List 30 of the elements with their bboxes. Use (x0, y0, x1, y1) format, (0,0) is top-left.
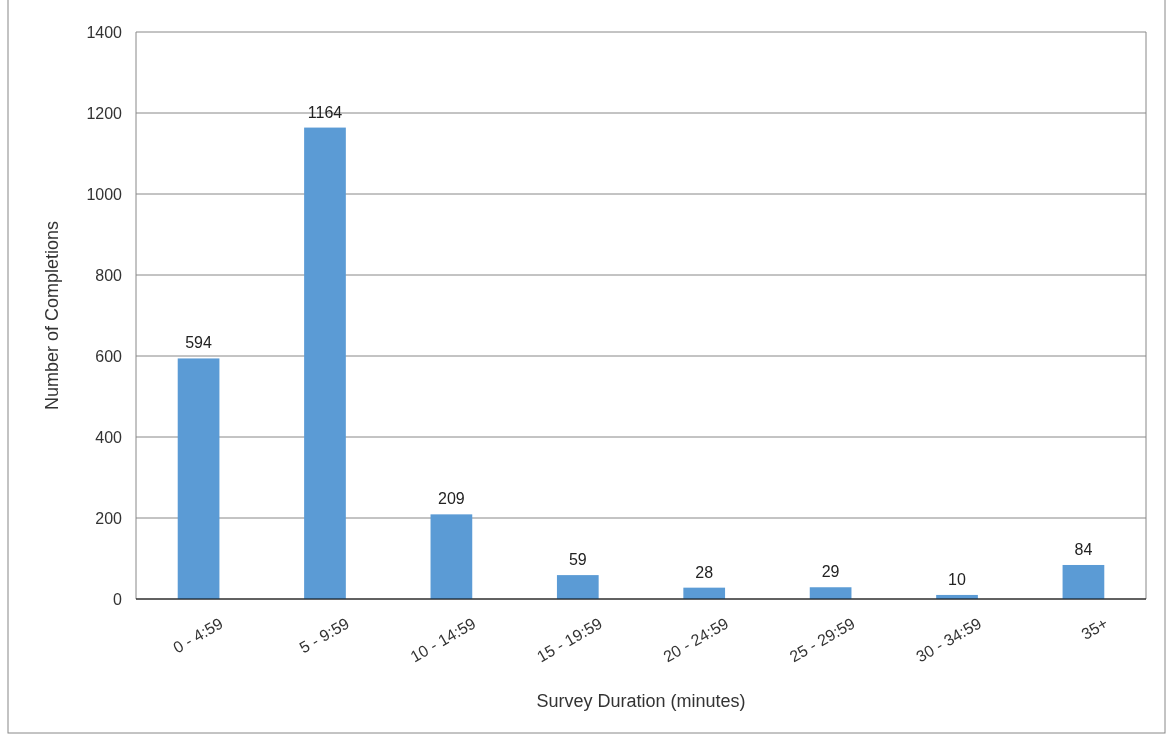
y-tick-label: 1200 (86, 104, 123, 122)
data-label: 1164 (307, 103, 343, 121)
x-tick-label: 0 - 4:59 (170, 614, 226, 657)
data-label: 594 (185, 334, 213, 352)
data-label: 59 (568, 551, 587, 569)
bar (177, 358, 220, 599)
data-label: 209 (438, 490, 465, 508)
y-tick-label: 600 (95, 347, 123, 365)
y-tick-label: 400 (95, 428, 123, 446)
data-label: 10 (948, 570, 967, 588)
data-label: 28 (695, 563, 714, 581)
y-tick-label: 1000 (86, 185, 123, 203)
x-tick-label: 35+ (1078, 614, 1111, 643)
y-axis-title: Number of Completions (42, 220, 62, 411)
bar (1062, 564, 1105, 599)
data-label: 84 (1074, 540, 1093, 558)
bar (304, 127, 346, 599)
data-label: 29 (821, 563, 840, 581)
y-tick-label: 1400 (86, 23, 123, 41)
x-tick-label: 20 - 24:59 (660, 614, 732, 666)
x-tick-label: 30 - 34:59 (913, 614, 985, 666)
bar (430, 514, 473, 599)
y-tick-label: 200 (95, 509, 123, 527)
x-axis-title: Survey Duration (minutes) (536, 691, 746, 711)
bar (556, 575, 599, 599)
x-tick-label: 5 - 9:59 (296, 614, 353, 657)
y-tick-label: 800 (95, 266, 123, 284)
y-tick-label: 0 (113, 590, 123, 608)
x-tick-label: 10 - 14:59 (407, 614, 479, 666)
bar (809, 587, 852, 599)
